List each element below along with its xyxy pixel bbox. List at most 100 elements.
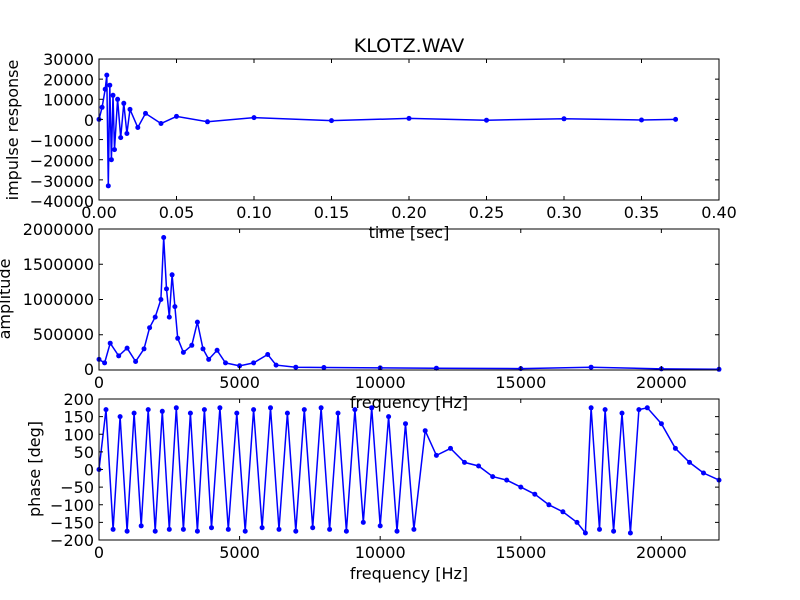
data-point [518,484,524,490]
y-tick-label: −20000 [30,152,94,171]
data-point [687,459,692,465]
data-point [560,509,566,515]
impulse-response-panel: KLOTZ.WAV impulse response time [sec] 0.… [3,35,737,242]
data-point [110,92,116,98]
x-tick-label: 15000 [495,373,546,392]
y-tick-label: 1000000 [23,290,94,309]
data-point [99,104,105,110]
data-point [335,410,341,416]
data-point [310,525,316,531]
data-point [124,528,130,534]
data-point [107,82,113,88]
data-point [147,325,153,331]
y-tick-label: −40000 [30,192,94,211]
data-point [206,356,212,362]
data-point [602,407,608,413]
data-point [110,526,116,532]
x-tick-label: 0.10 [236,203,272,222]
data-point [259,525,265,531]
data-point [152,314,158,320]
y-tick-label: 200 [63,390,94,409]
data-point [214,347,220,353]
data-point [276,526,282,532]
data-point [504,477,510,483]
data-point [124,345,130,351]
data-point [597,526,602,532]
data-point [433,365,439,371]
data-point [105,183,111,189]
data-point [673,116,679,122]
y-tick-label: 20000 [43,70,94,89]
data-point [118,135,124,141]
data-point [369,405,375,411]
x-axis-label-time: time [sec] [369,223,450,242]
data-point [138,523,144,529]
x-tick-label: 0.40 [701,203,737,222]
data-point [115,96,121,102]
y-tick-label: −150 [50,513,94,532]
data-point [169,272,175,278]
data-point [194,319,200,325]
data-point [209,525,214,531]
data-point [152,528,158,534]
data-point [394,528,400,534]
data-point [293,528,299,534]
data-point [143,110,148,116]
y-tick-label: 0 [84,461,94,480]
data-point [158,297,164,302]
data-point [102,86,108,92]
data-point [377,523,383,529]
x-tick-label: 0 [94,373,104,392]
data-point [265,352,271,357]
data-point [251,115,257,121]
x-tick-label: 0.20 [391,203,427,222]
data-point [194,528,200,534]
data-point [187,410,193,416]
x-tick-label: 20000 [636,373,687,392]
y-tick-label: 50 [74,443,94,462]
impulse-x-tick-labels: 0.00 0.05 0.10 0.15 0.20 0.25 0.30 0.35 … [81,203,737,222]
data-point [268,405,273,411]
phase-y-tick-labels: 200 150 100 50 0 −50 −100 −150 −200 [50,390,94,550]
data-point [644,405,650,411]
data-point [321,365,327,370]
y-tick-label: 500000 [33,325,94,344]
phase-panel: phase [deg] frequency [Hz] 0 5000 10000 … [25,390,722,583]
y-axis-label-phase: phase [deg] [25,421,44,517]
data-point [172,304,178,310]
impulse-y-tick-labels: 30000 20000 10000 0 −10000 −20000 −30000… [30,50,94,211]
data-point [360,519,366,525]
data-point [619,410,625,416]
x-tick-label: 15000 [495,543,546,562]
data-point [175,335,181,341]
amplitude-panel: amplitude frequency [Hz] 0 5000 10000 15… [0,220,722,412]
data-point [293,364,299,370]
data-point [141,346,147,352]
y-tick-label: −100 [50,496,94,515]
data-point [205,119,210,125]
data-point [166,526,172,532]
data-point [574,519,580,525]
x-tick-label: 0.35 [624,203,660,222]
data-point [102,360,108,366]
data-point [217,405,223,411]
amplitude-series [96,235,722,372]
data-point [484,117,489,123]
data-point [124,131,130,136]
data-point [104,72,110,78]
phase-series [96,405,722,536]
data-point [386,414,392,420]
y-tick-label: −30000 [30,172,94,191]
data-point [284,410,290,416]
data-point [701,470,706,476]
data-point [121,100,127,106]
x-tick-label: 20000 [636,543,687,562]
data-point [476,463,482,469]
data-point [403,421,408,427]
chart-title: KLOTZ.WAV [354,35,465,57]
data-point [582,530,588,536]
data-point [546,502,552,508]
x-tick-label: 5000 [219,373,260,392]
data-point [103,407,109,413]
